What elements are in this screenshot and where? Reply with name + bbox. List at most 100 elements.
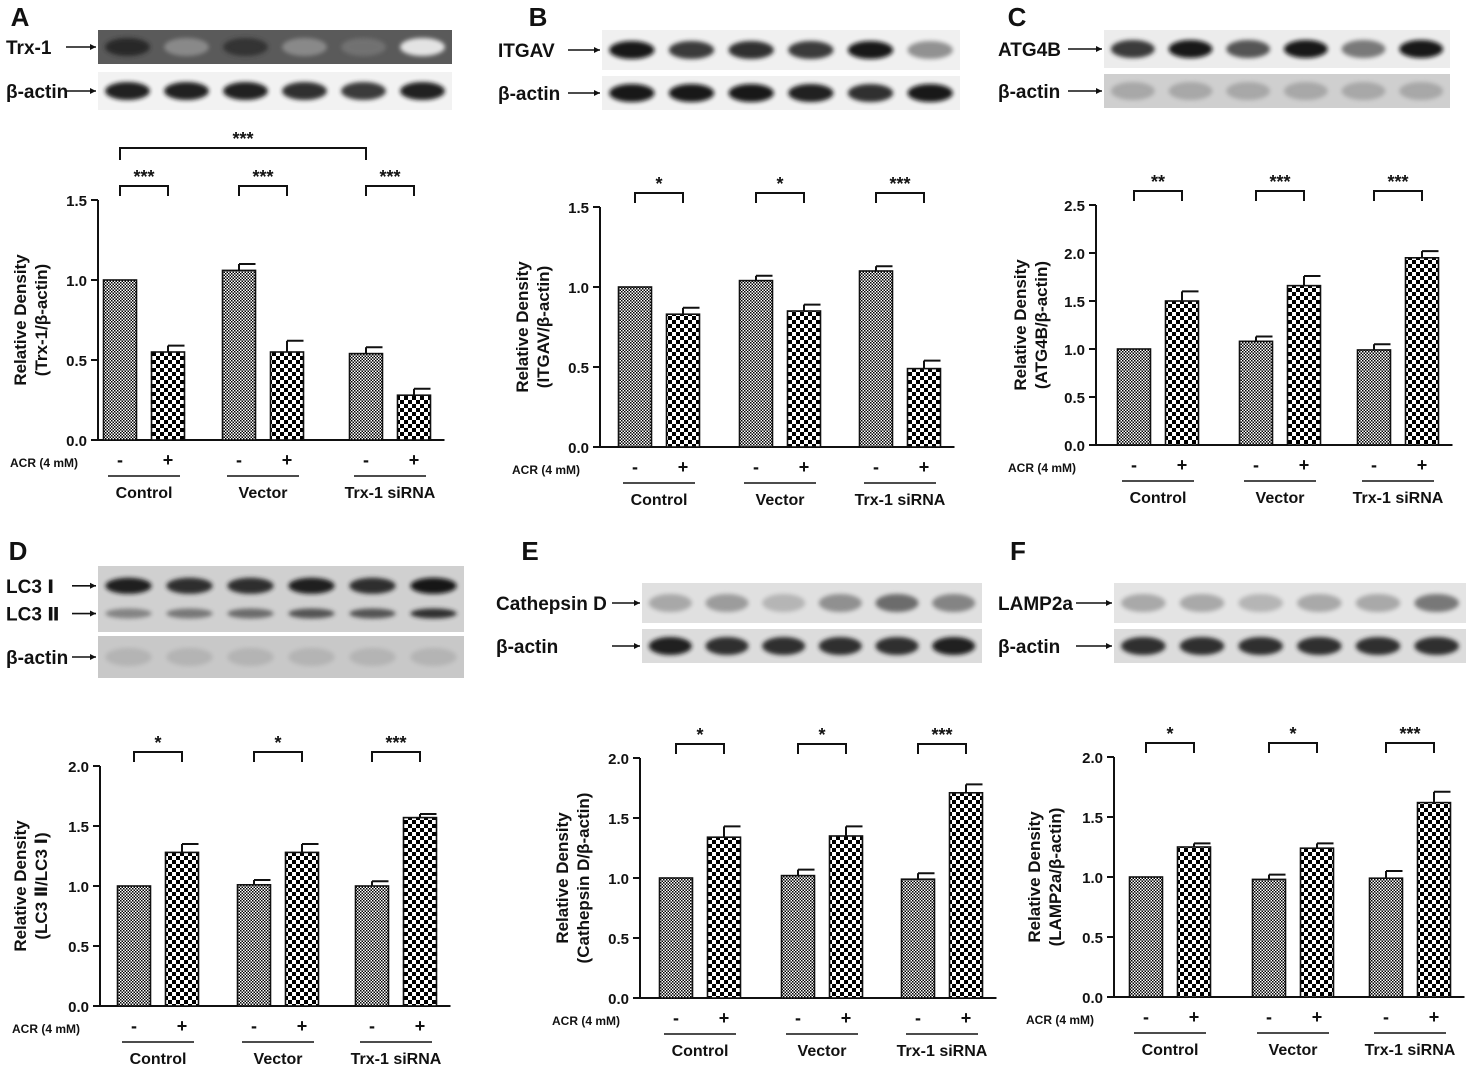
blot-band (166, 608, 213, 619)
category-label: Trx-1 siRNA (855, 492, 946, 509)
lane-sign: + (1429, 1007, 1440, 1027)
blot-band (705, 594, 749, 612)
blot-band (668, 84, 715, 102)
bar (269, 351, 305, 441)
blot-band (164, 82, 209, 100)
blot-band (1283, 40, 1328, 58)
blot-band (1238, 637, 1283, 655)
category-label: Control (116, 485, 173, 502)
significance-bracket (371, 751, 421, 762)
blot-band (788, 84, 834, 102)
bar (1128, 876, 1164, 998)
treatment-label: ACR (4 mM) (10, 456, 78, 470)
blot-band (1399, 82, 1444, 100)
lane-sign: + (1312, 1007, 1323, 1027)
significance-bracket-wide (119, 147, 367, 160)
lane-sign: - (1143, 1007, 1149, 1027)
category-label: Trx-1 siRNA (345, 485, 436, 502)
category-label: Vector (239, 485, 288, 502)
blot-band (932, 637, 976, 655)
lane-sign: - (236, 450, 242, 470)
category-label: Control (1130, 490, 1187, 507)
y-tick-label: 1.5 (1082, 810, 1103, 827)
bar (1416, 801, 1452, 998)
bar (665, 313, 701, 448)
y-tick-label: 0.5 (66, 353, 87, 370)
bar (284, 851, 320, 1007)
blot-band (932, 594, 976, 612)
blot-background (98, 566, 464, 632)
blot-band (227, 577, 274, 594)
lane-sign: + (841, 1008, 852, 1028)
significance-label: *** (1399, 724, 1420, 744)
blot-band (105, 648, 152, 666)
treatment-label: ACR (4 mM) (552, 1014, 620, 1028)
blot-band (1238, 594, 1283, 612)
bar (354, 885, 390, 1007)
blot-band (227, 608, 274, 619)
blot-band (288, 648, 335, 666)
y-axis-label-line: (ITGAV/β-actin) (534, 266, 553, 388)
blot-band (648, 594, 692, 612)
lane-sign: + (1299, 455, 1310, 475)
y-axis-label-line: (ATG4B/β-actin) (1032, 261, 1051, 389)
bar (780, 874, 816, 999)
bar (858, 270, 894, 448)
lane-sign: + (799, 457, 810, 477)
significance-bracket (238, 185, 288, 196)
significance-bracket (1133, 190, 1183, 201)
lane-sign: - (131, 1016, 137, 1036)
blot-background (98, 30, 452, 64)
blot-background (1104, 74, 1450, 108)
y-tick-label: 0.5 (608, 931, 629, 948)
significance-label: ** (1151, 172, 1165, 192)
blot-band (282, 38, 327, 56)
bar (1356, 349, 1392, 446)
panel-letter: F (1010, 536, 1026, 566)
lane-sign: + (1189, 1007, 1200, 1027)
y-tick-label: 0.5 (1082, 930, 1103, 947)
blot-band (164, 38, 209, 56)
bar (828, 835, 864, 999)
blot-background (1114, 629, 1466, 663)
blot-band (1341, 82, 1386, 100)
y-tick-label: 0.5 (1064, 390, 1085, 407)
blot-strip (98, 636, 464, 678)
y-axis-label-line: Relative Density (11, 820, 30, 952)
y-axis-label-line: Relative Density (1025, 811, 1044, 943)
y-tick-label: 2.0 (1082, 750, 1103, 767)
blot-label: β-actin (998, 637, 1060, 658)
y-axis-label: Relative Density (LC3 Ⅱ/LC3 Ⅰ) (11, 820, 51, 952)
blot-band (728, 84, 774, 102)
panel-a: A Trx-1 β-actin 0.0 0.5 1.0 1.5 Relative Densit… (6, 2, 452, 502)
blot-background (642, 629, 982, 663)
blot-band (668, 41, 715, 59)
y-axis-label-line: Relative Density (11, 254, 30, 386)
lane-sign: - (753, 457, 759, 477)
y-tick-label: 2.0 (608, 751, 629, 768)
blot-label: Trx-1 (6, 38, 52, 59)
blot-label: LAMP2a (998, 594, 1073, 615)
blot-band (400, 82, 445, 100)
arrow-head-icon (1106, 643, 1112, 649)
blot-label: ATG4B (998, 40, 1061, 61)
lane-sign: + (1417, 455, 1428, 475)
treatment-label: ACR (4 mM) (12, 1022, 80, 1036)
blot-band (105, 38, 150, 56)
significance-bracket (1255, 190, 1305, 201)
significance-bracket (1145, 742, 1195, 753)
y-tick-label: 1.5 (568, 200, 589, 217)
y-tick-label: 1.0 (608, 871, 629, 888)
significance-bracket (675, 743, 725, 754)
blot-band (728, 41, 774, 59)
bar (1176, 846, 1212, 998)
lane-sign: - (873, 457, 879, 477)
blot-strip (642, 629, 982, 663)
significance-bracket (1268, 742, 1318, 753)
blot-band (1110, 40, 1155, 58)
blot-band (1297, 594, 1342, 612)
blot-band (105, 82, 150, 100)
panel-letter: E (521, 536, 538, 566)
lane-sign: + (177, 1016, 188, 1036)
blot-background (98, 636, 464, 678)
